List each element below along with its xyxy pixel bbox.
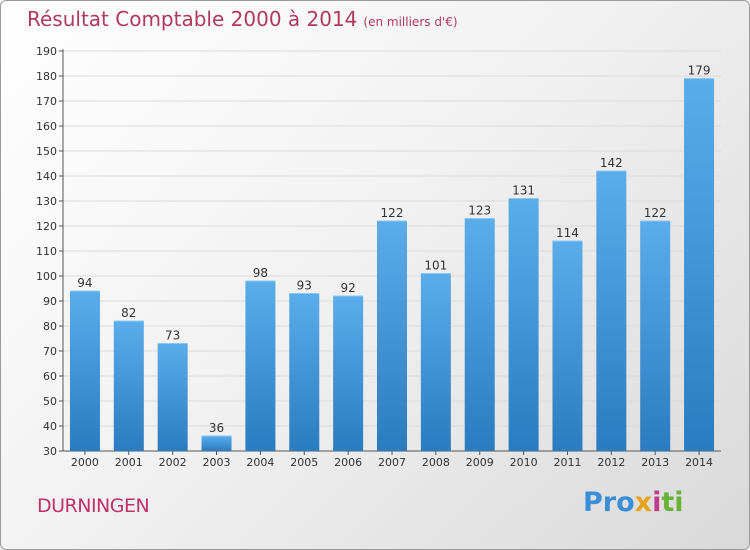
y-tick-label: 170 bbox=[36, 95, 57, 108]
x-tick-label-2007: 2007 bbox=[378, 456, 406, 469]
y-tick-label: 120 bbox=[36, 220, 57, 233]
x-tick-label-2012: 2012 bbox=[597, 456, 625, 469]
value-label-2012: 142 bbox=[600, 156, 623, 170]
bars bbox=[69, 78, 715, 451]
y-tick-label: 190 bbox=[36, 45, 57, 58]
value-label-2000: 94 bbox=[77, 276, 92, 290]
x-tick-label-2001: 2001 bbox=[115, 456, 143, 469]
value-label-2014: 179 bbox=[688, 64, 711, 78]
chart-title-text: Résultat Comptable 2000 à 2014 bbox=[27, 7, 358, 31]
value-label-2001: 82 bbox=[121, 306, 136, 320]
x-tick-label-2000: 2000 bbox=[71, 456, 99, 469]
x-tick-label-2004: 2004 bbox=[246, 456, 274, 469]
value-label-2011: 114 bbox=[556, 226, 579, 240]
x-tick-label-2010: 2010 bbox=[510, 456, 538, 469]
value-label-2013: 122 bbox=[644, 206, 667, 220]
logo-part-4: ti bbox=[661, 487, 684, 518]
y-tick-label: 80 bbox=[43, 320, 57, 333]
chart-title: Résultat Comptable 2000 à 2014 (en millie… bbox=[27, 7, 458, 31]
y-tick-label: 90 bbox=[43, 295, 57, 308]
x-tick-label-2008: 2008 bbox=[422, 456, 450, 469]
y-tick-label: 70 bbox=[43, 345, 57, 358]
x-tick-label-2006: 2006 bbox=[334, 456, 362, 469]
x-tick-label-2013: 2013 bbox=[641, 456, 669, 469]
y-tick-label: 100 bbox=[36, 270, 57, 283]
y-tick-label: 50 bbox=[43, 395, 57, 408]
bar-2013 bbox=[640, 221, 671, 451]
x-tick-label-2002: 2002 bbox=[159, 456, 187, 469]
chart-unit: (en milliers d'€) bbox=[363, 15, 458, 29]
y-tick-label: 160 bbox=[36, 120, 57, 133]
value-label-2010: 131 bbox=[512, 184, 535, 198]
logo-part-2: x bbox=[634, 487, 653, 518]
x-tick-label-2014: 2014 bbox=[685, 456, 713, 469]
bar-2012 bbox=[596, 171, 627, 451]
y-tick-label: 110 bbox=[36, 245, 57, 258]
bar-2010 bbox=[508, 198, 539, 451]
value-label-2007: 122 bbox=[381, 206, 404, 220]
bar-2009 bbox=[464, 218, 495, 451]
y-tick-label: 130 bbox=[36, 195, 57, 208]
place-name: DURNINGEN bbox=[37, 495, 150, 517]
bar-2001 bbox=[113, 321, 144, 451]
value-label-2009: 123 bbox=[468, 204, 491, 218]
value-label-2002: 73 bbox=[165, 329, 180, 343]
value-label-2005: 93 bbox=[297, 279, 312, 293]
y-tick-label: 30 bbox=[43, 445, 57, 458]
bar-2000 bbox=[69, 291, 100, 451]
bar-2004 bbox=[245, 281, 276, 451]
logo-part-3: i bbox=[652, 487, 662, 518]
x-tick-label-2009: 2009 bbox=[466, 456, 494, 469]
value-label-2006: 92 bbox=[340, 281, 355, 295]
bar-2006 bbox=[333, 296, 364, 451]
bar-2005 bbox=[289, 293, 320, 451]
bar-2008 bbox=[420, 273, 451, 451]
y-tick-label: 140 bbox=[36, 170, 57, 183]
y-tick-label: 150 bbox=[36, 145, 57, 158]
y-tick-label: 60 bbox=[43, 370, 57, 383]
value-label-2008: 101 bbox=[424, 259, 447, 273]
bar-2003 bbox=[201, 436, 232, 451]
x-tick-label-2003: 2003 bbox=[203, 456, 231, 469]
bar-2002 bbox=[157, 343, 188, 451]
x-tick-label-2011: 2011 bbox=[553, 456, 581, 469]
y-tick-label: 40 bbox=[43, 420, 57, 433]
labels: 94 82 73 36 98 93 92 122 101 123 131 114 142 122 179 bbox=[77, 64, 710, 436]
bar-2014 bbox=[684, 78, 715, 451]
value-label-2004: 98 bbox=[253, 266, 268, 280]
proxiti-logo: Proxiti bbox=[583, 487, 684, 518]
x-tick-label-2005: 2005 bbox=[290, 456, 318, 469]
y-tick-label: 180 bbox=[36, 70, 57, 83]
logo-part-1: Pro bbox=[583, 487, 635, 518]
value-label-2003: 36 bbox=[209, 421, 224, 435]
bar-2011 bbox=[552, 241, 583, 451]
bar-2007 bbox=[377, 221, 407, 451]
